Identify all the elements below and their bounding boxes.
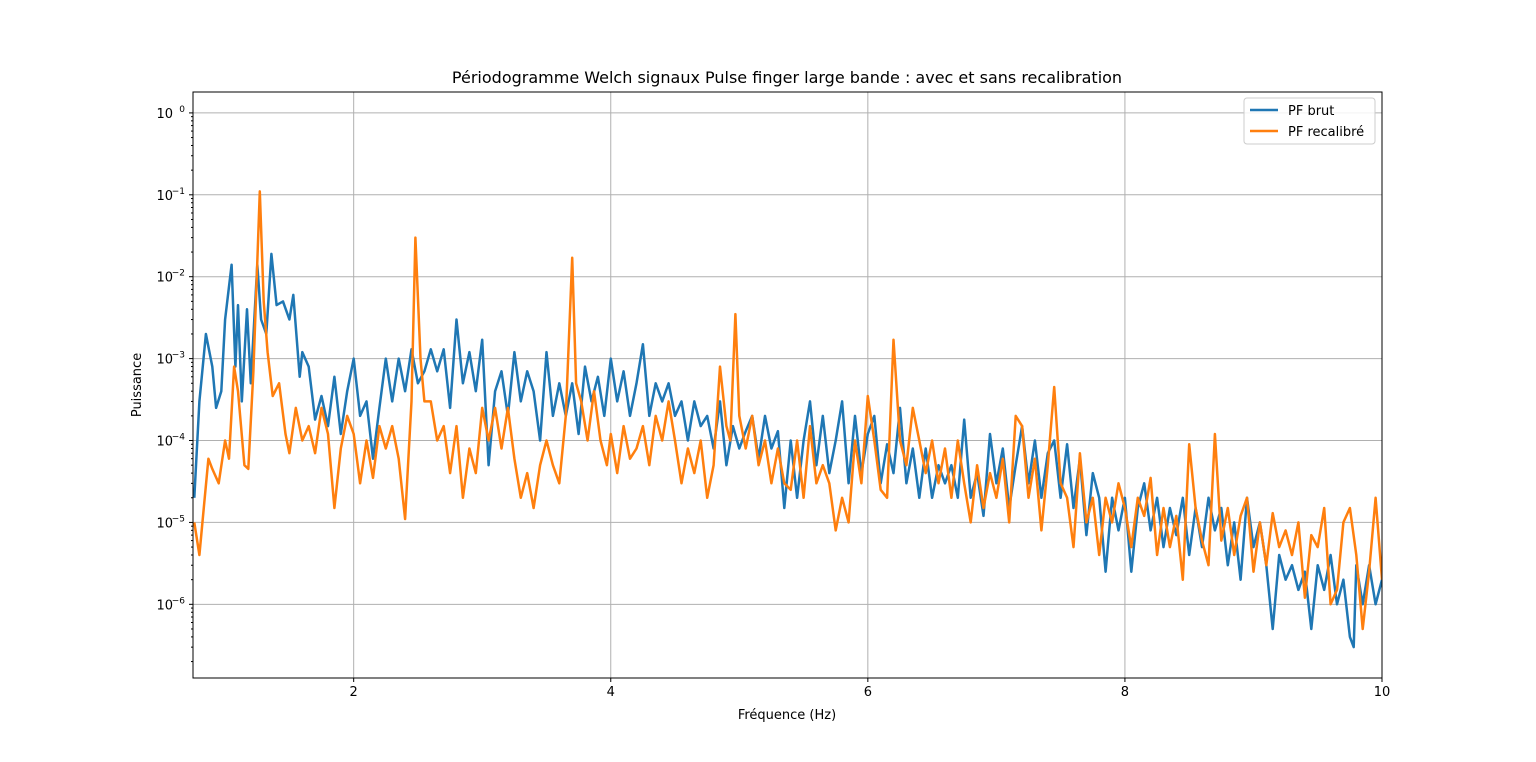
y-tick-exponent: −4 [172,433,186,443]
x-tick-label: 6 [864,685,872,700]
y-tick-label: 10 [156,189,173,204]
y-tick-label: 10 [156,107,173,122]
y-tick-label: 10 [156,271,173,286]
y-tick-label: 10 [156,516,173,531]
x-tick-label: 4 [607,685,615,700]
x-axis-label: Fréquence (Hz) [738,708,836,723]
legend: PF brut PF recalibré [1243,97,1376,145]
plot-frame [192,91,1383,679]
y-tick-exponent: −6 [172,596,186,606]
y-axis-ticks: 10 010−110−210−310−410−510−6 [156,105,193,663]
x-tick-label: 2 [350,685,358,700]
x-axis-ticks: 2 4 6 8 10 [350,678,1391,700]
x-tick-label: 8 [1121,685,1129,700]
y-tick-exponent: −1 [172,187,185,197]
legend-label-pf-recalibre: PF recalibré [1288,125,1364,140]
y-tick-exponent: 0 [179,105,185,115]
y-tick-label: 10 [156,353,173,368]
y-tick-label: 10 [156,598,173,613]
series-line-pf-brut [193,252,1382,649]
series-line-pf-recalibre [193,190,1382,631]
y-tick-exponent: −2 [172,269,185,279]
legend-label-pf-brut: PF brut [1288,104,1334,119]
chart-title: Périodogramme Welch signaux Pulse finger… [452,68,1122,87]
y-tick-label: 10 [156,435,173,450]
grid [193,92,1383,678]
x-tick-label: 10 [1374,685,1391,700]
series-lines [193,190,1382,649]
y-tick-exponent: −5 [172,514,185,524]
y-tick-exponent: −3 [172,351,185,361]
y-axis-label: Puissance [130,353,145,417]
